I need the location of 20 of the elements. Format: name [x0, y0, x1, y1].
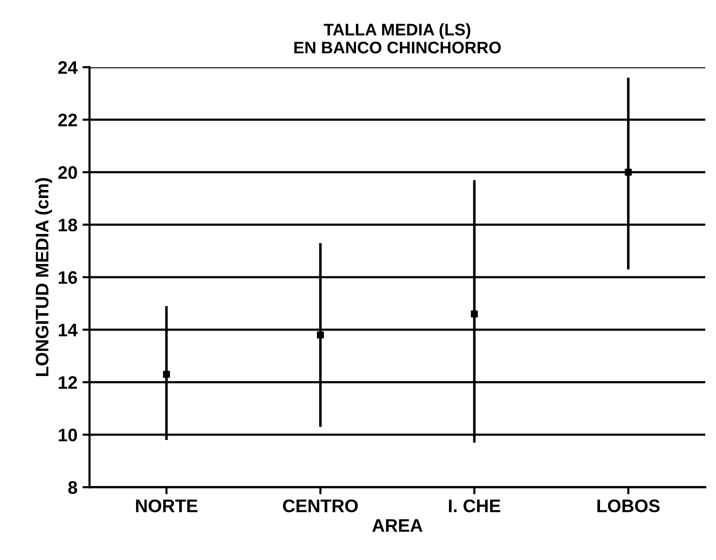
- y-tick-label: 14: [58, 324, 78, 336]
- y-tick-label: 16: [58, 271, 78, 284]
- y-tick-label: 24: [58, 61, 78, 74]
- y-tick-label: 10: [58, 428, 77, 442]
- point: [624, 168, 632, 176]
- y-axis-title: LONGITUD MEDIA (cm): [35, 178, 52, 376]
- x-axis-title: AREA: [372, 519, 422, 532]
- x-tick-label: LOBOS: [597, 499, 660, 512]
- x-tick-label: I. CHE: [448, 499, 500, 512]
- x-tick-label: NORTE: [136, 499, 198, 512]
- y-tick-label: 20: [58, 166, 77, 179]
- x-tick-label: CENTRO: [283, 499, 358, 512]
- point: [316, 331, 324, 338]
- y-tick-label: 22: [58, 114, 77, 126]
- chart-title: TALLA MEDIA (LS) EN BANCO CHINCHORRO: [294, 23, 501, 54]
- y-tick-label: 8: [68, 481, 78, 494]
- y-tick-label: 18: [58, 218, 78, 232]
- point: [162, 370, 170, 378]
- point: [470, 310, 478, 318]
- y-tick-label: 12: [58, 376, 77, 389]
